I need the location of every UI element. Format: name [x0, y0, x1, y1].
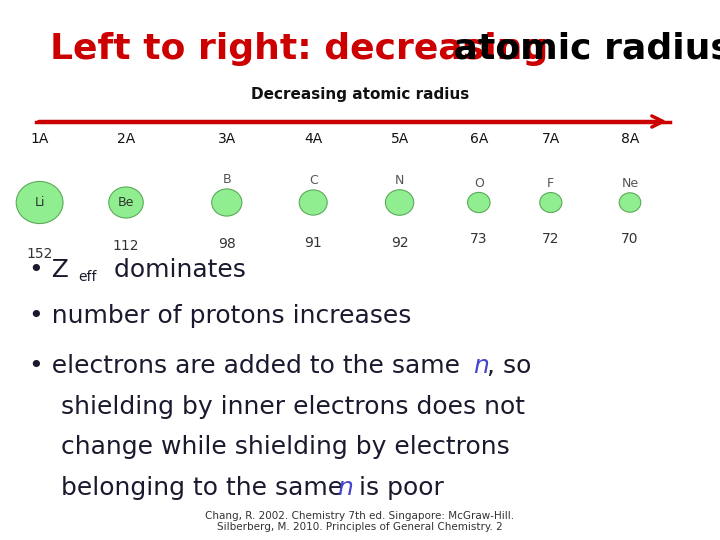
- Text: Ne: Ne: [621, 177, 639, 191]
- Text: 72: 72: [542, 232, 559, 246]
- Text: 73: 73: [470, 232, 487, 246]
- Text: • Z: • Z: [29, 258, 68, 282]
- Text: Decreasing atomic radius: Decreasing atomic radius: [251, 87, 469, 102]
- Ellipse shape: [385, 190, 414, 215]
- Ellipse shape: [467, 192, 490, 213]
- Ellipse shape: [540, 193, 562, 212]
- Text: B: B: [222, 172, 231, 186]
- Text: C: C: [309, 174, 318, 187]
- Text: atomic radius: atomic radius: [441, 32, 720, 65]
- Text: 7A: 7A: [541, 132, 560, 146]
- Text: 91: 91: [305, 235, 322, 249]
- Text: • electrons are added to the same: • electrons are added to the same: [29, 354, 468, 379]
- Text: n: n: [337, 476, 353, 500]
- Text: O: O: [474, 177, 484, 190]
- Text: 70: 70: [621, 232, 639, 246]
- Text: 112: 112: [113, 239, 139, 253]
- Text: 92: 92: [391, 235, 408, 249]
- Text: 8A: 8A: [621, 132, 639, 146]
- Text: 98: 98: [218, 237, 235, 251]
- Text: Chang, R. 2002. Chemistry 7th ed. Singapore: McGraw-Hill.: Chang, R. 2002. Chemistry 7th ed. Singap…: [205, 511, 515, 521]
- Text: is poor: is poor: [351, 476, 444, 500]
- Text: , so: , so: [487, 354, 532, 379]
- Text: 1A: 1A: [30, 132, 49, 146]
- Text: Be: Be: [118, 196, 134, 209]
- Text: N: N: [395, 173, 405, 186]
- Ellipse shape: [300, 190, 327, 215]
- Text: • number of protons increases: • number of protons increases: [29, 304, 411, 328]
- Text: Silberberg, M. 2010. Principles of General Chemistry. 2: Silberberg, M. 2010. Principles of Gener…: [217, 522, 503, 531]
- Text: n: n: [473, 354, 489, 379]
- Ellipse shape: [109, 187, 143, 218]
- Text: dominates: dominates: [106, 258, 246, 282]
- Text: Left to right: decreasing: Left to right: decreasing: [50, 32, 549, 65]
- Text: 3A: 3A: [217, 132, 236, 146]
- Text: 2A: 2A: [117, 132, 135, 146]
- Text: 152: 152: [27, 247, 53, 261]
- Ellipse shape: [619, 193, 641, 212]
- Text: 4A: 4A: [304, 132, 323, 146]
- Text: change while shielding by electrons: change while shielding by electrons: [61, 435, 510, 459]
- Text: F: F: [547, 177, 554, 190]
- Text: 6A: 6A: [469, 132, 488, 146]
- Text: 5A: 5A: [390, 132, 409, 146]
- Text: belonging to the same: belonging to the same: [61, 476, 351, 500]
- Text: shielding by inner electrons does not: shielding by inner electrons does not: [61, 395, 525, 419]
- Text: Li: Li: [35, 196, 45, 209]
- Ellipse shape: [16, 181, 63, 224]
- Text: eff: eff: [78, 270, 96, 284]
- Ellipse shape: [212, 189, 242, 216]
